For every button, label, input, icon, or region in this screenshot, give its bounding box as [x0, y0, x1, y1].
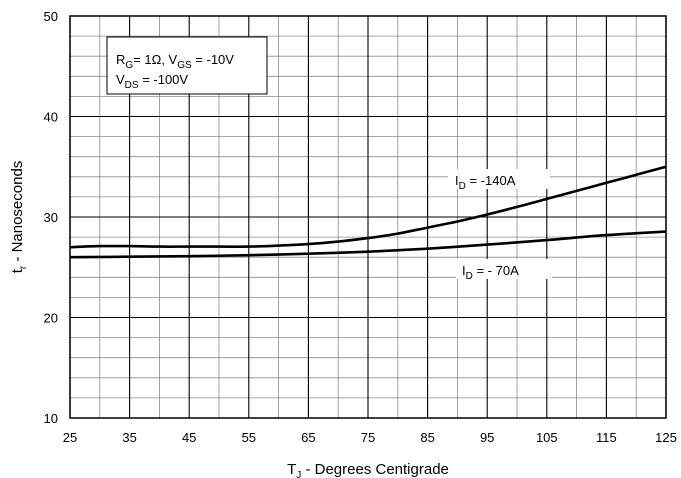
y-tick-label: 20 [44, 311, 58, 326]
x-tick-label: 85 [420, 430, 434, 445]
x-tick-label: 115 [596, 430, 617, 445]
x-tick-label: 25 [63, 430, 77, 445]
series-1-label-bg [456, 259, 552, 279]
conditions-line-1: RG= 1Ω, VGS = -10V [116, 52, 234, 71]
plot-frame [69, 15, 667, 419]
x-tick-label: 125 [655, 430, 677, 445]
series-0-label: ID = -140A [455, 173, 516, 192]
y-tick-label: 30 [44, 210, 58, 225]
x-axis-title: TJ - Degrees Centigrade [287, 461, 449, 478]
series-1-label: ID = - 70A [462, 263, 519, 282]
x-tick-label: 45 [182, 430, 196, 445]
conditions-box [106, 36, 268, 95]
y-tick-labels: 10 20 30 40 50 [44, 9, 58, 426]
series-layer [69, 165, 667, 259]
x-tick-label: 35 [122, 430, 136, 445]
y-tick-label: 50 [44, 9, 58, 24]
x-tick-label: 105 [536, 430, 558, 445]
x-tick-label: 55 [242, 430, 256, 445]
y-axis-title: tr - Nanoseconds [9, 161, 29, 274]
series-1-line [69, 230, 667, 259]
y-tick-label: 10 [44, 411, 58, 426]
x-tick-label: 75 [361, 430, 375, 445]
y-tick-label: 40 [44, 110, 58, 125]
series-0-label-bg [448, 169, 550, 189]
x-tick-labels: 25 35 45 55 65 75 85 95 105 115 125 [63, 430, 677, 445]
x-tick-label: 65 [301, 430, 315, 445]
series-0-line [69, 165, 667, 249]
x-tick-label: 95 [480, 430, 494, 445]
conditions-line-2: VDS = -100V [116, 72, 188, 91]
